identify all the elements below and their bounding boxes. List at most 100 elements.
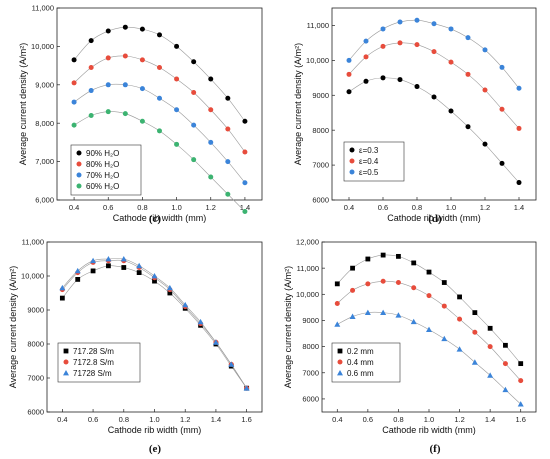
x-tick-label: 0.6 xyxy=(88,415,98,424)
data-point xyxy=(395,280,401,286)
data-point xyxy=(363,54,369,60)
y-tick-label: 9000 xyxy=(312,91,329,100)
data-point xyxy=(75,277,81,282)
legend-marker xyxy=(63,348,69,354)
legend-entry: 717.28 S/m xyxy=(73,347,114,356)
data-point xyxy=(350,287,356,293)
data-point xyxy=(122,53,128,59)
y-tick-label: 10,000 xyxy=(306,56,329,65)
data-point xyxy=(90,257,97,264)
legend-entry: ε=0.5 xyxy=(359,168,379,177)
legend: 90% H₂O 80% H₂O 70% H₂O 60% H₂O xyxy=(70,144,142,196)
y-tick-label: 11,000 xyxy=(297,264,319,273)
data-point xyxy=(397,40,403,46)
data-point xyxy=(174,141,180,147)
data-point xyxy=(191,157,197,163)
panel-e: 0.4 0.6 0.8 1.0 1.2 1.4 1.6 6000 7000 8000 9000 10,… xyxy=(8,238,263,455)
y-tick-label: 11,000 xyxy=(307,21,329,30)
y-tick-label: 9,000 xyxy=(35,80,54,89)
data-point xyxy=(456,346,463,352)
data-point xyxy=(499,106,505,112)
data-point xyxy=(197,318,204,325)
data-point xyxy=(334,281,340,287)
data-point xyxy=(136,270,142,275)
legend-marker xyxy=(63,370,69,376)
x-tick-label: 1.0 xyxy=(446,203,456,212)
y-tick-label: 10,000 xyxy=(21,272,44,281)
data-point xyxy=(499,64,505,70)
series-line xyxy=(73,55,246,153)
data-point xyxy=(482,47,488,53)
series-line xyxy=(348,42,520,129)
data-point xyxy=(88,65,94,71)
data-point xyxy=(397,77,403,83)
data-point xyxy=(487,325,493,331)
x-tick-label: 0.4 xyxy=(69,203,79,212)
data-point xyxy=(139,26,145,32)
x-tick-label: 1.4 xyxy=(485,415,495,424)
x-tick-label: 1.4 xyxy=(211,415,221,424)
data-point xyxy=(346,57,352,63)
data-point xyxy=(71,122,77,128)
legend-box xyxy=(331,342,401,383)
x-tick-label: 1.2 xyxy=(206,203,216,212)
data-point xyxy=(397,19,403,25)
data-point xyxy=(243,385,250,391)
series-line xyxy=(73,26,246,122)
data-point xyxy=(208,107,214,113)
data-point xyxy=(395,312,402,318)
legend: ε=0.3 ε=0.4 ε=0.5 xyxy=(343,141,405,182)
legend-marker xyxy=(337,348,343,354)
data-point xyxy=(191,59,197,65)
data-point xyxy=(487,372,494,378)
x-axis-label: Cathode rib width (mm) xyxy=(108,425,202,435)
data-point xyxy=(242,118,248,124)
y-tick-label: 8000 xyxy=(312,126,329,135)
data-point xyxy=(426,326,432,333)
data-point xyxy=(346,89,352,95)
data-point xyxy=(465,71,471,77)
data-point xyxy=(448,26,454,32)
legend-entry: 70% H₂O xyxy=(86,171,119,180)
data-point xyxy=(122,82,128,88)
data-point xyxy=(414,84,420,90)
data-point xyxy=(88,88,94,94)
data-point xyxy=(136,262,143,269)
data-point xyxy=(59,295,65,301)
y-tick-label: 9000 xyxy=(302,316,319,325)
data-point xyxy=(472,310,478,316)
data-point xyxy=(471,359,478,365)
x-tick-label: 0.6 xyxy=(378,203,388,212)
data-point xyxy=(431,94,437,100)
data-point xyxy=(396,253,401,259)
data-point xyxy=(191,122,197,128)
data-point xyxy=(157,65,162,71)
x-tick-label: 0.4 xyxy=(344,203,354,212)
data-point xyxy=(157,128,162,134)
legend-entry: 71728 S/m xyxy=(73,369,112,378)
data-point xyxy=(365,256,371,262)
y-tick-label: 8000 xyxy=(27,340,44,349)
data-point xyxy=(426,269,432,275)
data-point xyxy=(350,265,355,271)
x-tick-label: 1.0 xyxy=(149,415,159,424)
data-point xyxy=(174,76,180,82)
data-point xyxy=(90,268,96,274)
panel-label: (e) xyxy=(149,443,162,455)
data-point xyxy=(411,285,417,291)
data-point xyxy=(59,284,66,291)
data-point xyxy=(121,265,127,270)
data-point xyxy=(380,309,387,316)
series-line xyxy=(348,19,520,89)
x-axis-label: Cathode rib width (mm) xyxy=(387,213,481,223)
data-point xyxy=(139,118,145,124)
data-point xyxy=(228,361,235,367)
plot-frame xyxy=(46,241,263,413)
data-point xyxy=(380,252,386,258)
data-point xyxy=(482,87,488,93)
data-point xyxy=(242,209,248,215)
data-point xyxy=(182,301,189,308)
plot-frame xyxy=(56,7,263,201)
legend-marker xyxy=(76,183,82,189)
data-point xyxy=(448,108,454,114)
